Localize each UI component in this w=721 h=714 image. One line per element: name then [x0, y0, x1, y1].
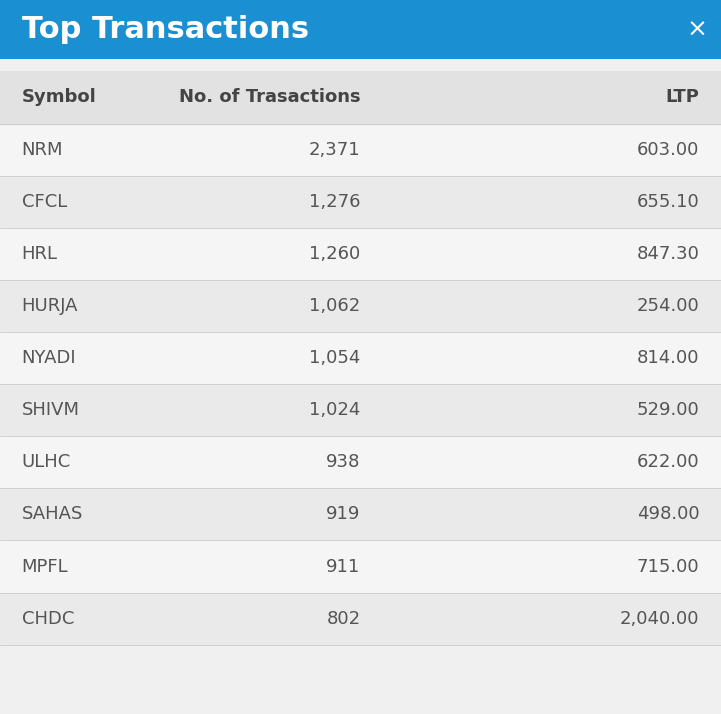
Text: 2,040.00: 2,040.00	[620, 610, 699, 628]
Text: 1,260: 1,260	[309, 245, 360, 263]
Text: CHDC: CHDC	[22, 610, 74, 628]
FancyBboxPatch shape	[0, 228, 721, 280]
Text: 498.00: 498.00	[637, 506, 699, 523]
Text: ULHC: ULHC	[22, 453, 71, 471]
FancyBboxPatch shape	[0, 124, 721, 176]
FancyBboxPatch shape	[0, 540, 721, 593]
FancyBboxPatch shape	[0, 280, 721, 332]
FancyBboxPatch shape	[0, 59, 721, 71]
FancyBboxPatch shape	[0, 488, 721, 540]
Text: 2,371: 2,371	[309, 141, 360, 159]
Text: No. of Trasactions: No. of Trasactions	[179, 89, 360, 106]
Text: HRL: HRL	[22, 245, 58, 263]
Text: SHIVM: SHIVM	[22, 401, 79, 419]
Text: CFCL: CFCL	[22, 193, 67, 211]
FancyBboxPatch shape	[0, 384, 721, 436]
Text: SAHAS: SAHAS	[22, 506, 83, 523]
Text: ×: ×	[686, 17, 708, 41]
Text: Symbol: Symbol	[22, 89, 97, 106]
Text: 847.30: 847.30	[637, 245, 699, 263]
Text: 1,024: 1,024	[309, 401, 360, 419]
Text: 814.00: 814.00	[637, 349, 699, 367]
Text: 603.00: 603.00	[637, 141, 699, 159]
FancyBboxPatch shape	[0, 0, 721, 59]
Text: 919: 919	[326, 506, 360, 523]
Text: 802: 802	[327, 610, 360, 628]
Text: NYADI: NYADI	[22, 349, 76, 367]
Text: 254.00: 254.00	[637, 297, 699, 315]
FancyBboxPatch shape	[0, 176, 721, 228]
Text: 622.00: 622.00	[637, 453, 699, 471]
Text: 1,054: 1,054	[309, 349, 360, 367]
Text: NRM: NRM	[22, 141, 63, 159]
Text: MPFL: MPFL	[22, 558, 68, 575]
FancyBboxPatch shape	[0, 436, 721, 488]
Text: 1,276: 1,276	[309, 193, 360, 211]
Text: 938: 938	[326, 453, 360, 471]
Text: 715.00: 715.00	[637, 558, 699, 575]
Text: 911: 911	[326, 558, 360, 575]
FancyBboxPatch shape	[0, 332, 721, 384]
Text: 1,062: 1,062	[309, 297, 360, 315]
FancyBboxPatch shape	[0, 593, 721, 645]
Text: 529.00: 529.00	[637, 401, 699, 419]
Text: LTP: LTP	[665, 89, 699, 106]
FancyBboxPatch shape	[0, 71, 721, 124]
Text: Top Transactions: Top Transactions	[22, 15, 309, 44]
Text: 655.10: 655.10	[637, 193, 699, 211]
Text: HURJA: HURJA	[22, 297, 78, 315]
